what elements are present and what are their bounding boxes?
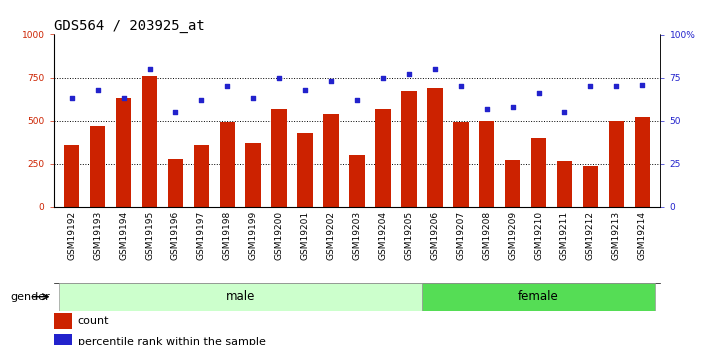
Point: [377, 75, 388, 80]
Point: [196, 97, 207, 103]
Bar: [479, 121, 495, 207]
Bar: [583, 166, 598, 207]
Text: GSM19213: GSM19213: [612, 211, 621, 260]
Text: GSM19202: GSM19202: [326, 211, 336, 260]
Text: GSM19209: GSM19209: [508, 211, 517, 260]
Text: GSM19195: GSM19195: [145, 211, 154, 260]
Text: GSM19203: GSM19203: [353, 211, 361, 260]
Bar: [54, 334, 71, 345]
Bar: [271, 109, 287, 207]
Point: [455, 83, 466, 89]
Text: GSM19199: GSM19199: [248, 211, 258, 260]
Point: [170, 109, 181, 115]
Bar: [608, 121, 624, 207]
Bar: [375, 109, 391, 207]
Bar: [422, 283, 655, 310]
Point: [351, 97, 363, 103]
Point: [326, 78, 337, 84]
Point: [144, 66, 155, 72]
Bar: [349, 155, 365, 207]
Text: female: female: [518, 290, 559, 303]
Bar: [116, 98, 131, 207]
Bar: [64, 145, 79, 207]
Point: [221, 83, 233, 89]
Text: GSM19192: GSM19192: [67, 211, 76, 260]
Point: [248, 96, 259, 101]
Bar: [505, 160, 521, 207]
Bar: [323, 114, 339, 207]
Bar: [635, 117, 650, 207]
Text: GDS564 / 203925_at: GDS564 / 203925_at: [54, 19, 204, 33]
Bar: [246, 143, 261, 207]
Text: GSM19193: GSM19193: [93, 211, 102, 260]
Bar: [453, 122, 468, 207]
Text: GSM19201: GSM19201: [301, 211, 310, 260]
Bar: [193, 145, 209, 207]
Text: percentile rank within the sample: percentile rank within the sample: [78, 337, 266, 345]
Text: GSM19196: GSM19196: [171, 211, 180, 260]
Text: GSM19204: GSM19204: [378, 211, 388, 260]
Point: [637, 82, 648, 87]
Point: [403, 71, 415, 77]
Text: gender: gender: [10, 292, 50, 302]
Text: GSM19198: GSM19198: [223, 211, 232, 260]
Bar: [427, 88, 443, 207]
Point: [118, 96, 129, 101]
Text: GSM19205: GSM19205: [404, 211, 413, 260]
Bar: [90, 126, 106, 207]
Bar: [219, 122, 235, 207]
Text: count: count: [78, 316, 109, 326]
Bar: [531, 138, 546, 207]
Bar: [59, 283, 422, 310]
Text: GSM19208: GSM19208: [482, 211, 491, 260]
Text: GSM19206: GSM19206: [431, 211, 439, 260]
Text: GSM19214: GSM19214: [638, 211, 647, 260]
Text: GSM19197: GSM19197: [197, 211, 206, 260]
Text: GSM19212: GSM19212: [586, 211, 595, 260]
Point: [481, 106, 493, 111]
Point: [273, 75, 285, 80]
Point: [533, 90, 544, 96]
Text: GSM19194: GSM19194: [119, 211, 128, 260]
Point: [429, 66, 441, 72]
Text: GSM19200: GSM19200: [275, 211, 283, 260]
Point: [585, 83, 596, 89]
Bar: [297, 133, 313, 207]
Text: GSM19211: GSM19211: [560, 211, 569, 260]
Text: GSM19207: GSM19207: [456, 211, 466, 260]
Point: [507, 104, 518, 110]
Point: [299, 87, 311, 92]
Point: [559, 109, 570, 115]
Text: male: male: [226, 290, 255, 303]
Point: [92, 87, 104, 92]
Bar: [557, 161, 572, 207]
Bar: [401, 91, 417, 207]
Bar: [142, 76, 157, 207]
Text: GSM19210: GSM19210: [534, 211, 543, 260]
Bar: [168, 159, 183, 207]
Bar: [54, 313, 71, 329]
Point: [66, 96, 77, 101]
Point: [610, 83, 622, 89]
